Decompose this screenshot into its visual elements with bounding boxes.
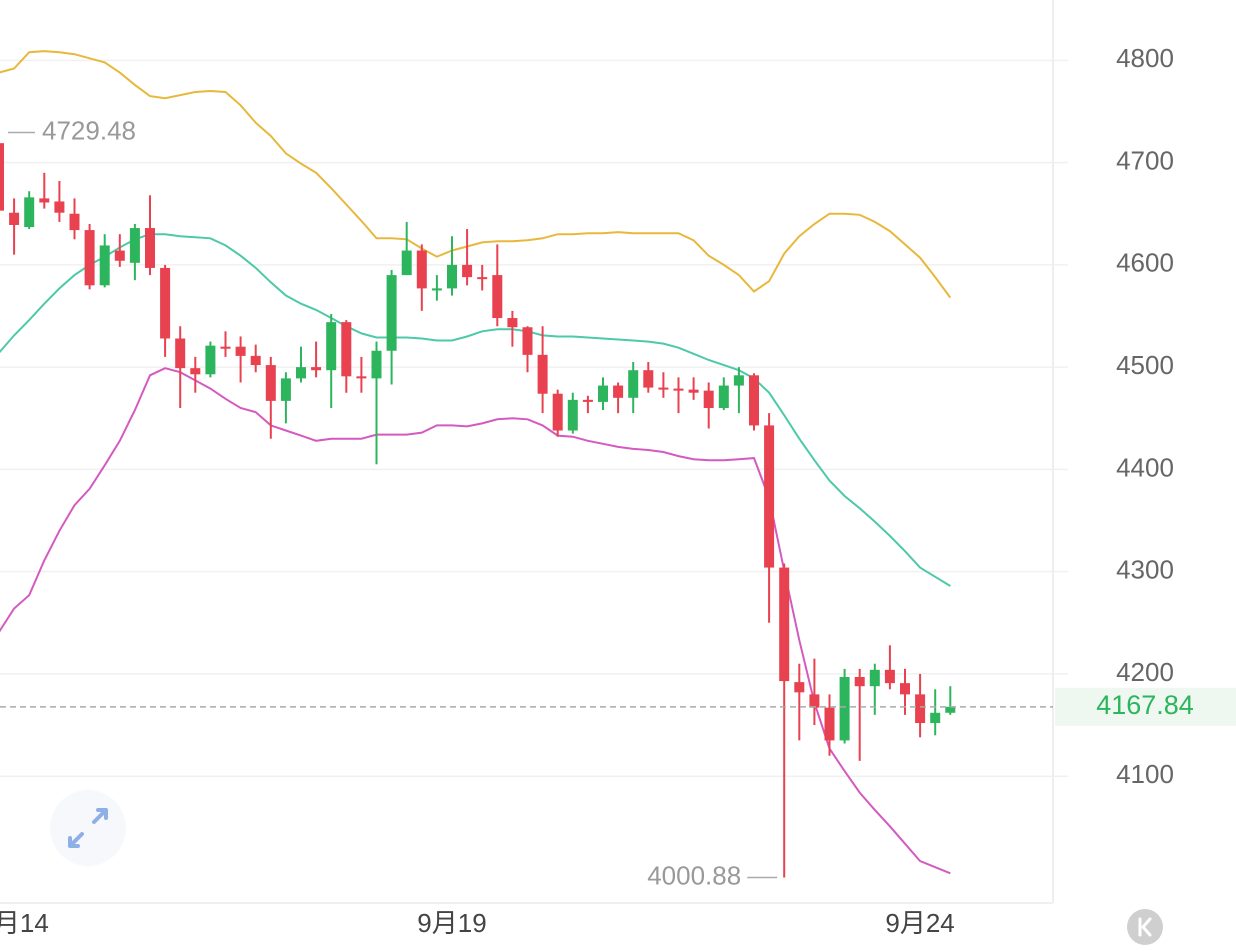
candle-body	[114, 250, 125, 261]
y-tick-label: 4200	[1116, 657, 1174, 687]
candle-body	[311, 367, 322, 371]
y-tick-label: 4100	[1116, 759, 1174, 789]
candle-body	[447, 264, 457, 289]
candle-body	[386, 275, 397, 351]
candle-body	[779, 567, 790, 682]
candle-body	[839, 676, 850, 741]
candle-body	[537, 354, 548, 394]
candle-body	[688, 389, 699, 393]
candle-body	[915, 694, 926, 724]
candle-body	[175, 338, 186, 369]
candle-body	[945, 706, 956, 713]
candles	[0, 143, 956, 878]
y-tick-label: 4400	[1116, 452, 1174, 482]
candle-body	[613, 385, 624, 398]
candle-body	[598, 385, 608, 402]
collapse-icon	[1138, 917, 1152, 937]
candle-body	[809, 694, 820, 708]
candle-body	[0, 143, 4, 211]
candle-body	[930, 712, 941, 724]
candle-body	[854, 676, 865, 687]
candle-body	[235, 346, 246, 356]
candle-body	[145, 228, 155, 268]
candle-body	[220, 346, 231, 349]
candle-body	[371, 350, 382, 379]
candle-body	[39, 198, 50, 203]
collapse-circle[interactable]	[1127, 909, 1163, 945]
candle-body	[582, 399, 593, 402]
candle-body	[250, 355, 261, 366]
candle-body	[703, 390, 714, 409]
candle-body	[492, 275, 503, 319]
bands	[0, 50, 952, 875]
candle-body	[9, 212, 20, 225]
grid	[0, 59, 1068, 777]
candle-body	[749, 375, 759, 426]
last-price-box	[1055, 687, 1236, 726]
candle-body	[69, 213, 80, 231]
x-tick-label: 9月19	[417, 908, 486, 938]
candle-body	[129, 228, 140, 263]
candle-body	[733, 375, 744, 386]
candle-body	[160, 267, 171, 339]
expand-icon	[68, 808, 108, 848]
candle-body	[824, 707, 835, 741]
candle-body	[84, 230, 95, 286]
band-line	[0, 233, 951, 587]
expand-button[interactable]	[50, 790, 126, 866]
candle-body	[296, 367, 306, 379]
candle-body	[552, 393, 563, 431]
candle-body	[658, 387, 669, 390]
high-marker-label: 4729.48	[42, 115, 136, 145]
candle-body	[431, 288, 442, 291]
candle-body	[507, 318, 518, 328]
x-tick-label: 9月24	[885, 908, 954, 938]
candle-body	[718, 385, 729, 409]
candle-body	[205, 345, 216, 375]
candle-body	[522, 327, 533, 355]
y-tick-label: 4700	[1116, 145, 1174, 175]
candle-body	[462, 264, 473, 278]
candle-body	[326, 322, 337, 371]
candle-body	[673, 388, 684, 391]
candle-body	[869, 669, 880, 687]
y-tick-label: 4600	[1116, 248, 1174, 278]
candle-body	[99, 245, 110, 286]
candle-body	[265, 365, 276, 401]
candle-body	[190, 368, 201, 375]
low-marker-label: 4000.88	[647, 860, 741, 890]
band-line	[0, 50, 952, 299]
candle-body	[54, 201, 65, 213]
last-price-label: 4167.84	[1096, 690, 1194, 720]
x-tick-label: 9月14	[0, 908, 49, 938]
candle-body	[794, 682, 805, 693]
candle-body	[884, 669, 895, 684]
y-tick-label: 4800	[1116, 43, 1174, 73]
candle-body	[280, 378, 291, 401]
candle-body	[477, 277, 488, 280]
candle-body	[356, 376, 367, 379]
candle-body	[764, 425, 775, 568]
y-tick-label: 4500	[1116, 350, 1174, 380]
candle-body	[401, 250, 412, 276]
candle-body	[643, 370, 654, 388]
candle-body	[567, 399, 578, 431]
expand-circle[interactable]	[50, 790, 126, 866]
collapse-button[interactable]	[1127, 909, 1163, 945]
band-line	[0, 367, 951, 875]
candle-body	[24, 197, 35, 228]
candle-body	[900, 683, 910, 695]
labels: 4100 4200 4300 4400 4500 4600 4700 4800 9月14 9月19…	[0, 43, 1236, 938]
candle-body	[341, 322, 352, 377]
y-tick-label: 4300	[1116, 555, 1174, 585]
candle-body	[628, 370, 639, 398]
candle-body	[416, 250, 427, 289]
